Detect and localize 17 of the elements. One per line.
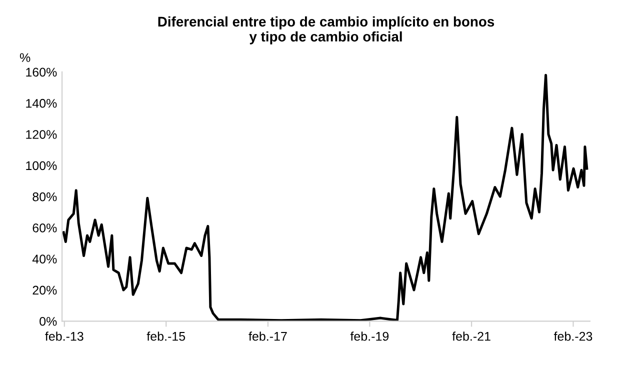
y-tick-label: 120%	[26, 130, 57, 139]
x-tick-label: feb.-15	[146, 332, 186, 341]
x-tick-label: feb.-17	[248, 332, 287, 341]
x-tick-label: feb.-23	[554, 332, 592, 341]
y-tick-label: 0%	[40, 316, 57, 326]
y-tick-label: 160%	[26, 68, 57, 77]
y-tick-label: 140%	[26, 98, 57, 108]
x-tick-label: feb.-21	[452, 332, 490, 341]
y-axis-title: %	[20, 53, 30, 62]
x-tick-label: feb.-13	[45, 332, 84, 341]
y-tick-label: 60%	[32, 224, 57, 232]
y-tick-label: 20%	[32, 286, 57, 295]
chart-title: Diferencial entre tipo de cambio implícito en bonos y tipo de cambio oficial	[158, 16, 494, 44]
x-tick-label: feb.-19	[350, 332, 389, 341]
y-tick-label: 80%	[32, 192, 57, 202]
y-tick-label: 100%	[26, 161, 57, 170]
y-tick-label: 40%	[32, 254, 57, 264]
